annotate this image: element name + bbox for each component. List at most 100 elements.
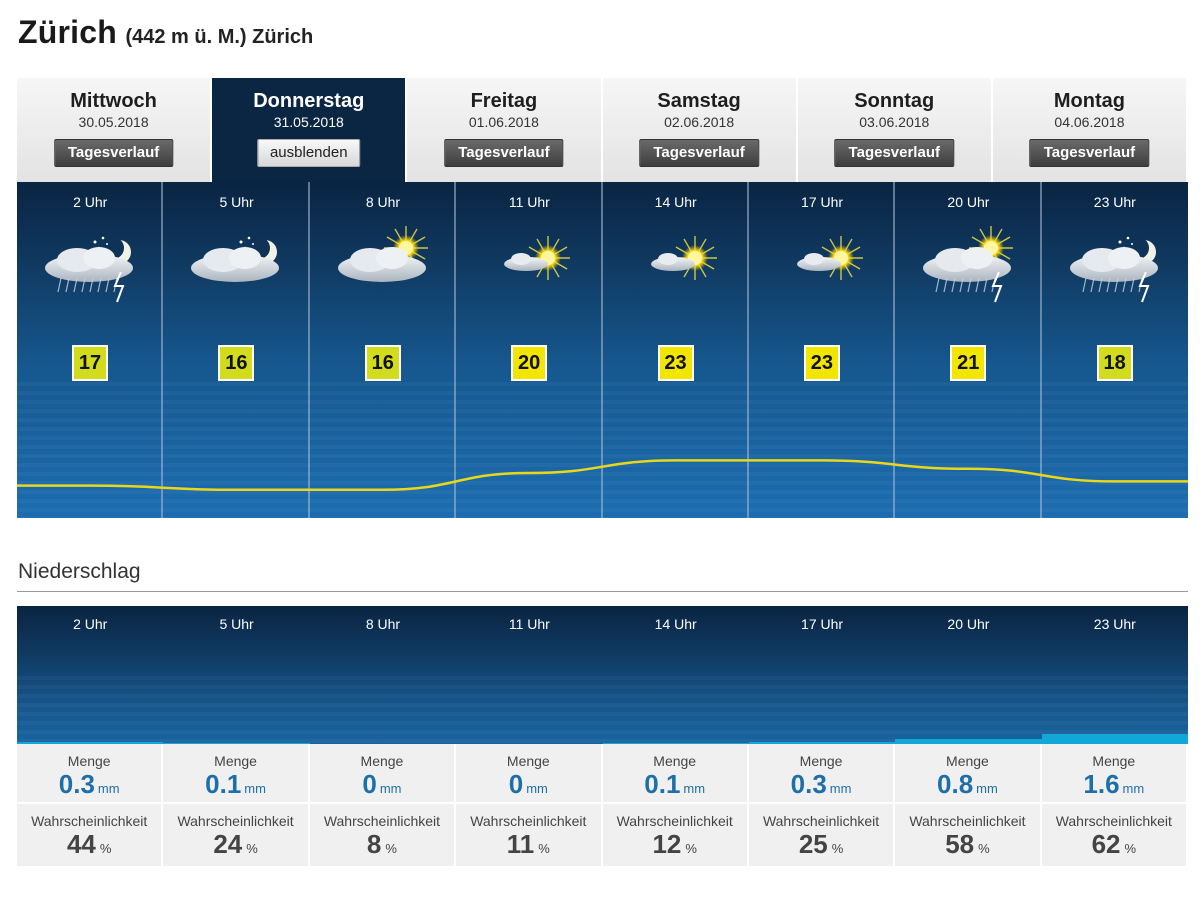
hour-label: 20 Uhr [947,194,990,210]
day-tab-donnerstag[interactable]: Donnerstag 31.05.2018 ausblenden [212,78,408,184]
temperature-panel: 2 Uhr 17 5 Uhr 16 8 Uhr 16 11 Uhr 20 14 Uhr 23 17 … [17,182,1188,518]
amount-value-line: 0.1 mm [603,770,747,803]
city-subtitle: (442 m ü. M.) Zürich [125,26,314,48]
city-name: Zürich [18,14,117,50]
day-details-button[interactable]: Tagesverlauf [1029,139,1150,167]
probability-unit: % [385,841,397,856]
amount-label: Menge [214,753,257,769]
day-tab-freitag[interactable]: Freitag 01.06.2018 Tagesverlauf [407,78,603,182]
precipitation-hour-column: 5 Uhr [163,606,310,744]
temperature-badge: 23 [657,345,694,381]
amount-value: 0.3 [790,769,827,799]
day-details-button[interactable]: Tagesverlauf [444,139,564,167]
probability-box: Wahrscheinlichkeit 12% [602,804,747,866]
probability-label: Wahrscheinlichkeit [762,813,880,829]
precipitation-hour-column: 8 Uhr [310,606,456,744]
day-tab-montag[interactable]: Montag 04.06.2018 Tagesverlauf [992,78,1189,182]
hour-column: 11 Uhr 20 [456,182,603,518]
temperature-badge: 16 [218,345,255,381]
temperature-curve [17,459,1188,492]
probability-box: Wahrscheinlichkeit 24% [163,804,308,866]
probability-unit: % [538,841,550,856]
amount-box: Menge 0 mm [309,744,455,804]
amount-value-line: 0.3 mm [749,770,893,803]
probability-unit: % [246,841,258,856]
precipitation-cell: Menge 0.8 mm Wahrscheinlichkeit 58% [895,744,1042,868]
column-divider [161,182,164,518]
hour-label: 20 Uhr [947,616,990,632]
probability-unit: % [978,841,990,856]
hour-label: 11 Uhr [508,616,550,632]
probability-box: Wahrscheinlichkeit 44% [17,804,162,866]
page-title: Zürich (442 m ü. M.) Zürich [18,14,313,58]
hour-column: 2 Uhr 17 [17,182,164,518]
hour-label: 14 Uhr [654,194,697,210]
day-details-button[interactable]: Tagesverlauf [834,139,954,167]
hour-column: 20 Uhr 21 [895,182,1042,518]
day-date: 02.06.2018 [664,114,735,130]
precipitation-hour-column: 2 Uhr [17,606,164,744]
precipitation-bar [895,739,1042,744]
amount-value: 0.3 [58,769,95,799]
probability-box: Wahrscheinlichkeit 8% [309,804,455,866]
amount-value: 0.1 [205,769,242,799]
precipitation-cell: Menge 1.6 mm Wahrscheinlichkeit 62% [1041,744,1188,868]
day-details-button[interactable]: Tagesverlauf [639,139,759,167]
probability-value: 8 [366,829,382,859]
hour-column: 8 Uhr 16 [310,182,457,518]
temperature-curve-line [17,459,1188,492]
day-details-button[interactable]: Tagesverlauf [53,139,174,167]
precipitation-hour-column: 11 Uhr [456,606,602,744]
probability-box: Wahrscheinlichkeit 58% [895,804,1040,866]
amount-label: Menge [1092,753,1136,769]
probability-unit: % [831,841,844,856]
amount-value: 0.8 [937,769,974,799]
precipitation-cell: Menge 0.1 mm Wahrscheinlichkeit 12% [602,744,749,868]
day-tab-mittwoch[interactable]: Mittwoch 30.05.2018 Tagesverlauf [17,78,213,182]
column-divider [600,182,603,518]
hour-label: 5 Uhr [219,194,254,210]
day-date: 31.05.2018 [273,114,344,130]
hour-label: 17 Uhr [801,616,844,632]
amount-unit: mm [526,781,548,796]
probability-value-line: 62% [1042,830,1186,863]
heading-rule [17,591,1188,592]
probability-label: Wahrscheinlichkeit [1055,813,1172,829]
amount-value: 0.1 [644,769,681,799]
precipitation-hour-column: 17 Uhr [748,606,896,744]
amount-value: 1.6 [1083,769,1120,799]
night-cloudy-icon [191,236,280,282]
day-tab-samstag[interactable]: Samstag 02.06.2018 Tagesverlauf [602,78,798,182]
amount-value-line: 0 mm [456,770,600,803]
temperature-badge: 17 [72,345,108,381]
precipitation-panel: 2 Uhr 5 Uhr 8 Uhr 11 Uhr 14 Uhr 17 Uhr 20 Uhr 2… [17,606,1188,744]
column-divider [307,182,310,518]
amount-value-line: 0.1 mm [163,770,307,803]
amount-box: Menge 1.6 mm [1041,744,1186,804]
hour-label: 2 Uhr [73,616,108,632]
probability-unit: % [1124,841,1137,856]
probability-value: 62 [1091,829,1121,859]
amount-label: Menge [946,753,989,769]
probability-value-line: 24% [163,830,307,863]
day-tab-sonntag[interactable]: Sonntag 03.06.2018 Tagesverlauf [797,78,993,182]
amount-value-line: 0.3 mm [17,770,161,803]
amount-value: 0 [508,769,524,799]
probability-value: 25 [798,829,828,859]
amount-label: Menge [506,753,550,769]
temperature-badge: 20 [511,345,548,381]
precipitation-bar [1041,734,1188,744]
probability-value-line: 44% [17,830,161,863]
sun-light-cloud-icon [796,236,863,280]
probability-box: Wahrscheinlichkeit 11% [456,804,601,866]
amount-label: Menge [360,753,404,769]
hour-column: 5 Uhr 16 [163,182,310,518]
amount-unit: mm [1122,781,1145,796]
sun-light-cloud-icon [504,236,571,280]
amount-unit: mm [379,781,402,796]
hide-details-button[interactable]: ausblenden [256,139,361,167]
precipitation-hour-column: 23 Uhr [1041,606,1188,744]
amount-unit: mm [244,781,266,796]
day-date: 04.06.2018 [1054,114,1125,130]
probability-value: 44 [66,829,96,859]
